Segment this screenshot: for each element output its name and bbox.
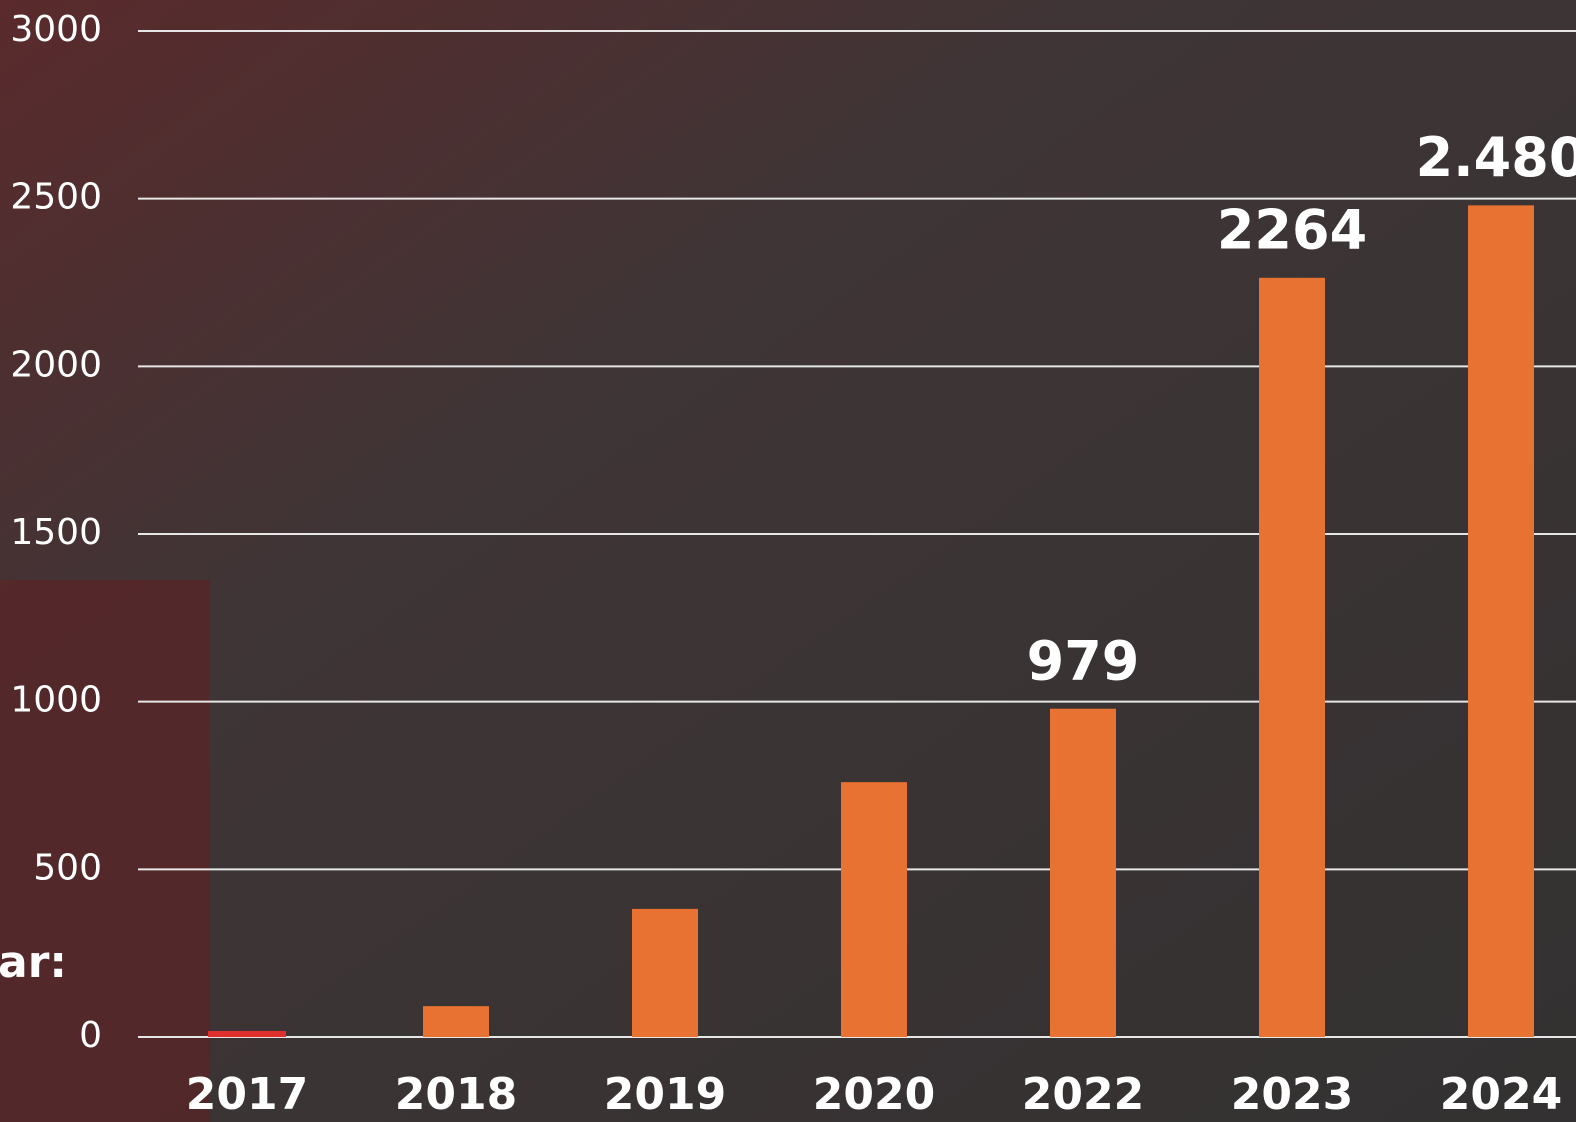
y-tick-label: 1500 xyxy=(10,512,102,553)
background-bus xyxy=(0,580,210,1122)
y-tick-label: 2500 xyxy=(10,177,102,218)
value-label: 2.480 xyxy=(1416,126,1576,189)
annotation: ar: xyxy=(0,937,67,988)
bar xyxy=(1259,278,1325,1037)
y-tick-label: 2000 xyxy=(10,344,102,385)
y-tick-label: 1000 xyxy=(10,680,102,721)
x-tick-label: 2017 xyxy=(186,1069,308,1120)
y-tick-label: 3000 xyxy=(10,9,102,50)
bar xyxy=(423,1006,489,1037)
x-tick-label: 2018 xyxy=(395,1069,517,1120)
page: ar: 0 500 1000 1500 2000 2500 3000 2017 2018 2019… xyxy=(0,0,1576,1122)
value-label: 2264 xyxy=(1217,198,1367,261)
y-tick-label: 500 xyxy=(33,847,102,888)
x-tick-label: 2019 xyxy=(604,1069,726,1120)
bar xyxy=(208,1031,286,1037)
bar xyxy=(841,782,907,1037)
chart: ar: 0 500 1000 1500 2000 2500 3000 2017 2018 2019… xyxy=(0,0,1576,1122)
background xyxy=(0,0,1576,1122)
bar xyxy=(632,909,698,1037)
x-tick-label: 2023 xyxy=(1231,1069,1353,1120)
value-label: 979 xyxy=(1027,629,1140,692)
x-tick-label: 2020 xyxy=(813,1069,935,1120)
y-tick-label: 0 xyxy=(79,1015,102,1056)
bar xyxy=(1468,205,1534,1037)
bar xyxy=(1050,709,1116,1037)
x-tick-label: 2024 xyxy=(1440,1069,1562,1120)
x-tick-label: 2022 xyxy=(1022,1069,1144,1120)
